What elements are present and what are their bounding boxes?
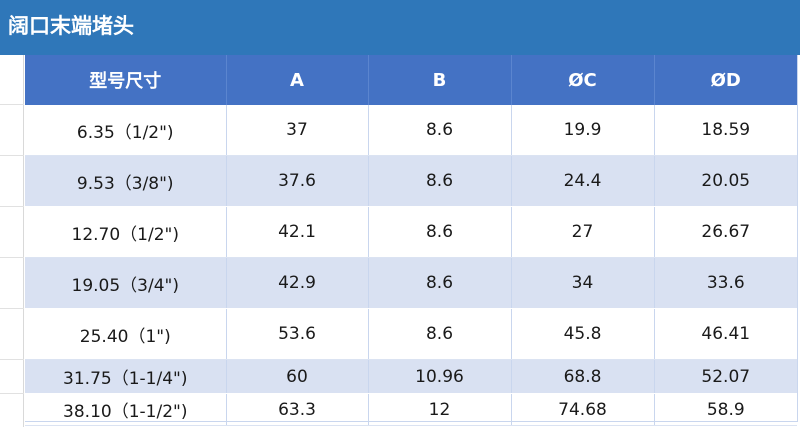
table-right-border [797, 55, 798, 422]
row-gutter [0, 55, 24, 427]
spec-table: 型号尺寸 A B ØC ØD 6.35（1/2") 37 8.6 19.9 18… [25, 55, 797, 426]
table-bottom-border [25, 421, 797, 422]
gutter-divider [0, 257, 24, 258]
cell-c: 27 [511, 206, 655, 258]
cell-a: 42.9 [226, 257, 369, 309]
gutter-divider [0, 359, 24, 360]
cell-c: 45.8 [511, 308, 655, 360]
header-a: A [226, 55, 369, 105]
cell-b: 8.6 [368, 308, 512, 360]
cell-a: 42.1 [226, 206, 369, 258]
cell-d: 52.07 [654, 359, 797, 394]
cell-model-size: 38.10（1-1/2") [25, 393, 227, 426]
header-c-diameter: ØC [511, 55, 655, 105]
table-row: 19.05（3/4") 42.9 8.6 34 33.6 [25, 257, 797, 309]
cell-b: 8.6 [368, 206, 512, 258]
table-row: 31.75（1-1/4") 60 10.96 68.8 52.07 [25, 359, 797, 394]
cell-c: 74.68 [511, 393, 655, 426]
gutter-divider [0, 104, 24, 105]
cell-c: 34 [511, 257, 655, 309]
table-row: 38.10（1-1/2") 63.3 12 74.68 58.9 [25, 393, 797, 426]
cell-a: 63.3 [226, 393, 369, 426]
cell-c: 68.8 [511, 359, 655, 394]
page-title: 阔口末端堵头 [8, 14, 134, 38]
cell-a: 53.6 [226, 308, 369, 360]
cell-d: 26.67 [654, 206, 797, 258]
table-row: 12.70（1/2") 42.1 8.6 27 26.67 [25, 206, 797, 258]
cell-model-size: 19.05（3/4") [25, 257, 227, 309]
cell-a: 60 [226, 359, 369, 394]
cell-model-size: 9.53（3/8") [25, 155, 227, 207]
cell-d: 20.05 [654, 155, 797, 207]
cell-d: 58.9 [654, 393, 797, 426]
gutter-divider [0, 393, 24, 394]
table-header-row: 型号尺寸 A B ØC ØD [25, 55, 797, 105]
cell-model-size: 6.35（1/2") [25, 105, 227, 156]
cell-d: 33.6 [654, 257, 797, 309]
cell-a: 37.6 [226, 155, 369, 207]
cell-model-size: 12.70（1/2") [25, 206, 227, 258]
cell-b: 12 [368, 393, 512, 426]
table-row: 6.35（1/2") 37 8.6 19.9 18.59 [25, 105, 797, 156]
cell-b: 8.6 [368, 155, 512, 207]
cell-d: 46.41 [654, 308, 797, 360]
cell-b: 10.96 [368, 359, 512, 394]
cell-d: 18.59 [654, 105, 797, 156]
table-row: 9.53（3/8") 37.6 8.6 24.4 20.05 [25, 155, 797, 207]
cell-model-size: 25.40（1") [25, 308, 227, 360]
gutter-divider [0, 308, 24, 309]
header-model-size: 型号尺寸 [25, 55, 227, 105]
cell-b: 8.6 [368, 257, 512, 309]
header-d-diameter: ØD [654, 55, 797, 105]
cell-c: 24.4 [511, 155, 655, 207]
title-bar: 阔口末端堵头 [0, 0, 800, 55]
gutter-divider [0, 206, 24, 207]
cell-a: 37 [226, 105, 369, 156]
cell-model-size: 31.75（1-1/4") [25, 359, 227, 394]
header-b: B [368, 55, 512, 105]
cell-c: 19.9 [511, 105, 655, 156]
table-row: 25.40（1") 53.6 8.6 45.8 46.41 [25, 308, 797, 360]
gutter-divider [0, 155, 24, 156]
cell-b: 8.6 [368, 105, 512, 156]
